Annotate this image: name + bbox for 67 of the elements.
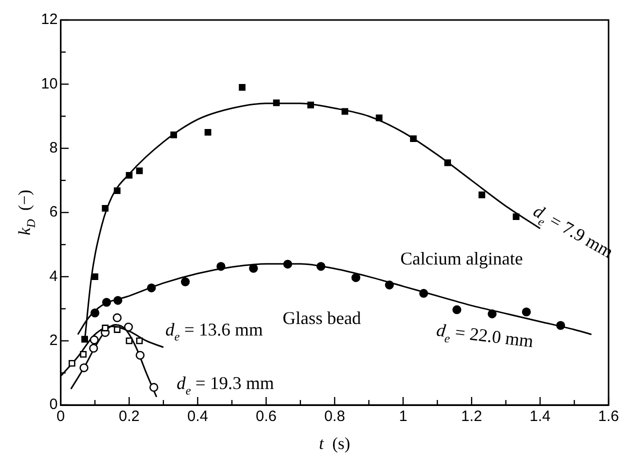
y-tick-label: 12 (40, 11, 58, 28)
point (114, 326, 121, 333)
point (249, 264, 258, 273)
annotation: de = 7.9 mm (530, 200, 617, 262)
point (478, 192, 486, 198)
point (488, 309, 497, 318)
point (80, 363, 88, 372)
point (216, 262, 226, 271)
point (102, 204, 109, 212)
point (419, 288, 428, 298)
point (146, 283, 156, 292)
point (126, 172, 133, 179)
point (136, 337, 143, 344)
point (204, 128, 212, 136)
x-tick-label: 0.8 (324, 408, 346, 426)
point (556, 320, 566, 330)
point (351, 273, 360, 282)
point (80, 350, 87, 358)
x-tick-label: 0.2 (118, 408, 140, 426)
point (89, 344, 98, 353)
y-tick-label: 6 (49, 204, 58, 221)
annotation: Calcium alginate (400, 248, 523, 268)
point (102, 324, 109, 332)
point (342, 108, 348, 115)
point (316, 262, 326, 271)
point (114, 187, 121, 194)
x-tick-label: 1.6 (598, 408, 620, 426)
point (102, 298, 112, 307)
point (522, 308, 531, 316)
point (180, 277, 190, 286)
point (124, 322, 133, 332)
point (68, 360, 76, 367)
point (273, 99, 280, 106)
point (90, 335, 99, 344)
point (126, 337, 133, 344)
point (149, 382, 158, 392)
y-tick-label: 2 (49, 332, 58, 349)
point (81, 336, 88, 343)
point (384, 280, 394, 290)
y-tick-label: 10 (40, 75, 58, 92)
point (512, 213, 520, 220)
x-axis-title: t (s) (319, 434, 350, 453)
point (452, 305, 462, 314)
point (113, 296, 122, 305)
x-tick-label: 0.6 (256, 408, 277, 426)
point (238, 84, 246, 91)
point (283, 260, 292, 269)
x-tick-label: 1.2 (461, 408, 482, 426)
y-axis-title: kD (−) (15, 190, 38, 236)
point (444, 159, 451, 166)
point (112, 313, 122, 322)
point (136, 350, 145, 360)
annotation: de = 22.0 mm (435, 320, 534, 352)
x-tick-label: 1.4 (530, 408, 551, 426)
x-tick-label: 0.4 (187, 408, 208, 426)
point (90, 308, 100, 318)
y-tick-label: 4 (49, 268, 58, 285)
point (136, 167, 143, 174)
point (170, 132, 178, 138)
y-tick-label: 8 (49, 139, 58, 156)
x-tick-label: 1 (398, 408, 408, 426)
point (376, 114, 382, 122)
point (92, 273, 98, 280)
point (307, 102, 314, 108)
annotation: Glass bead (282, 308, 362, 328)
y-tick-label: 0 (49, 396, 58, 414)
point (410, 135, 417, 142)
